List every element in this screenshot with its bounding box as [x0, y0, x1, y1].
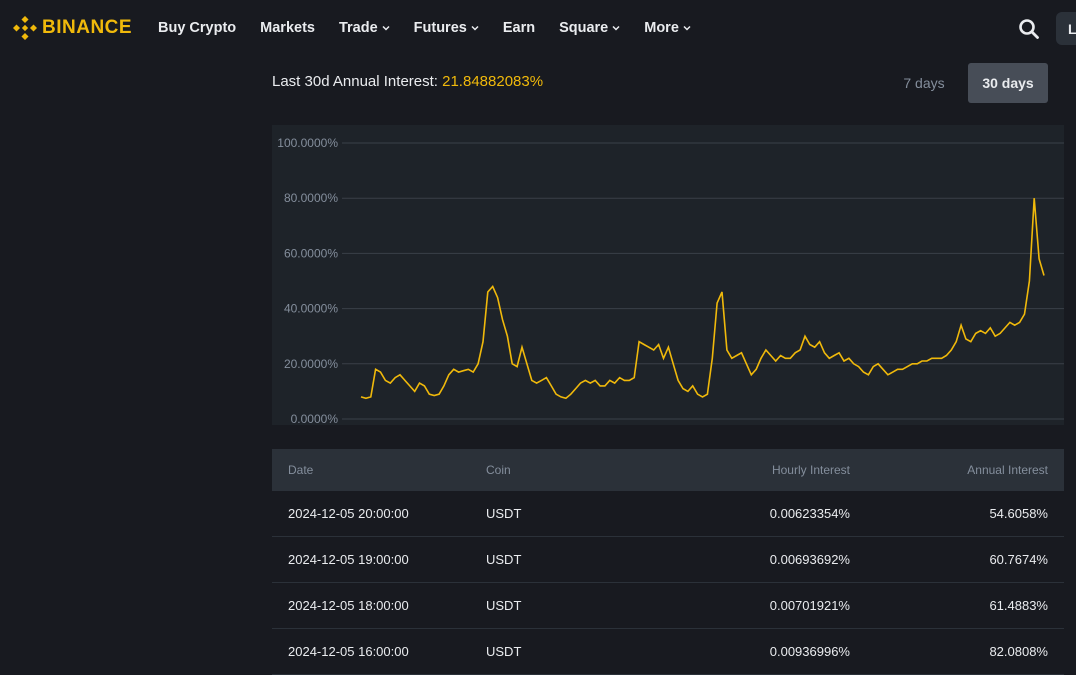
search-icon[interactable]	[1018, 18, 1040, 40]
row-coin: USDT	[486, 506, 522, 521]
row-date: 2024-12-05 18:00:00	[288, 598, 409, 613]
table-body: 2024-12-05 20:00:00 USDT 0.00623354% 54.605…	[272, 491, 1064, 675]
chevron-down-icon	[382, 25, 390, 31]
range-30-days-button[interactable]: 30 days	[968, 63, 1048, 103]
nav-item-buy-crypto[interactable]: Buy Crypto	[158, 20, 236, 36]
row-date: 2024-12-05 16:00:00	[288, 644, 409, 659]
nav-item-label: Square	[559, 20, 609, 36]
main-nav: Buy Crypto Markets Trade Futures Earn Square M…	[158, 0, 715, 56]
table-row: 2024-12-05 20:00:00 USDT 0.00623354% 54.605…	[272, 491, 1064, 537]
nav-item-markets[interactable]: Markets	[260, 20, 315, 36]
chevron-down-icon	[683, 25, 691, 31]
nav-item-label: Futures	[413, 20, 467, 36]
nav-item-square[interactable]: Square	[559, 20, 620, 36]
row-coin: USDT	[486, 598, 522, 613]
interest-chart: 100.0000% 80.0000% 60.0000% 40.0000% 20.0000…	[272, 125, 1064, 425]
chevron-down-icon	[471, 25, 479, 31]
binance-logo[interactable]: BINANCE	[13, 15, 132, 41]
row-annual-interest: 54.6058%	[989, 506, 1048, 521]
y-tick-label: 80.0000%	[284, 191, 338, 205]
header-coin: Coin	[486, 463, 511, 477]
row-annual-interest: 60.7674%	[989, 552, 1048, 567]
header-hourly-interest: Hourly Interest	[771, 463, 850, 477]
annual-interest-label: Last 30d Annual Interest:	[272, 73, 438, 90]
table-row: 2024-12-05 16:00:00 USDT 0.00936996% 82.080…	[272, 629, 1064, 675]
row-hourly-interest: 0.00936996%	[769, 644, 850, 659]
nav-item-label: Markets	[260, 20, 315, 36]
header-date: Date	[288, 463, 314, 477]
login-button[interactable]: L	[1056, 12, 1076, 45]
chevron-down-icon	[612, 25, 620, 31]
row-date: 2024-12-05 20:00:00	[288, 506, 409, 521]
row-hourly-interest: 0.00693692%	[769, 552, 850, 567]
row-annual-interest: 82.0808%	[989, 644, 1048, 659]
interest-history-table: Date Coin Hourly Interest Annual Interes…	[272, 449, 1064, 675]
nav-item-label: Trade	[338, 20, 378, 36]
range-7-days-button[interactable]: 7 days	[903, 75, 945, 91]
logo-text: BINANCE	[42, 17, 133, 38]
nav-item-futures[interactable]: Futures	[414, 20, 479, 36]
y-tick-label: 0.0000%	[291, 412, 339, 425]
table-header: Date Coin Hourly Interest Annual Interes…	[272, 449, 1064, 491]
top-nav-bar: BINANCE Buy Crypto Markets Trade Futures Ear…	[0, 0, 1076, 56]
interest-series-line	[360, 198, 1045, 400]
header-annual-interest: Annual Interest	[967, 463, 1048, 477]
row-hourly-interest: 0.00623354%	[769, 506, 850, 521]
y-tick-label: 60.0000%	[284, 246, 338, 260]
interest-chart-svg: 100.0000% 80.0000% 60.0000% 40.0000% 20.0000…	[277, 136, 1064, 425]
row-annual-interest: 61.4883%	[989, 598, 1048, 613]
nav-item-trade[interactable]: Trade	[339, 20, 390, 36]
row-date: 2024-12-05 19:00:00	[288, 552, 409, 567]
nav-item-label: Earn	[502, 20, 536, 36]
y-tick-label: 20.0000%	[284, 357, 338, 371]
nav-item-label: More	[644, 20, 679, 36]
y-tick-label: 100.0000%	[277, 136, 338, 150]
nav-item-more[interactable]: More	[644, 20, 691, 36]
annual-interest-value: 21.84882083%	[442, 73, 544, 90]
row-hourly-interest: 0.00701921%	[769, 598, 850, 613]
nav-item-earn[interactable]: Earn	[503, 20, 535, 36]
row-coin: USDT	[486, 644, 522, 659]
y-tick-label: 40.0000%	[284, 302, 338, 316]
nav-item-label: Buy Crypto	[158, 20, 237, 36]
table-row: 2024-12-05 18:00:00 USDT 0.00701921% 61.488…	[272, 583, 1064, 629]
table-row: 2024-12-05 19:00:00 USDT 0.00693692% 60.767…	[272, 537, 1064, 583]
binance-diamond-icon	[13, 16, 37, 40]
row-coin: USDT	[486, 552, 522, 567]
annual-interest-summary: Last 30d Annual Interest: 21.84882083%	[272, 73, 543, 90]
